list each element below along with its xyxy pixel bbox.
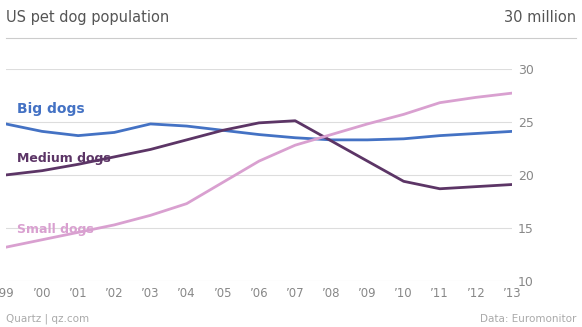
Text: 30 million: 30 million	[504, 10, 576, 25]
Text: Medium dogs: Medium dogs	[17, 152, 111, 164]
Text: Data: Euromonitor: Data: Euromonitor	[480, 314, 576, 324]
Text: Big dogs: Big dogs	[17, 102, 84, 116]
Text: Small dogs: Small dogs	[17, 223, 94, 236]
Text: Quartz | qz.com: Quartz | qz.com	[6, 313, 89, 324]
Text: US pet dog population: US pet dog population	[6, 10, 169, 25]
